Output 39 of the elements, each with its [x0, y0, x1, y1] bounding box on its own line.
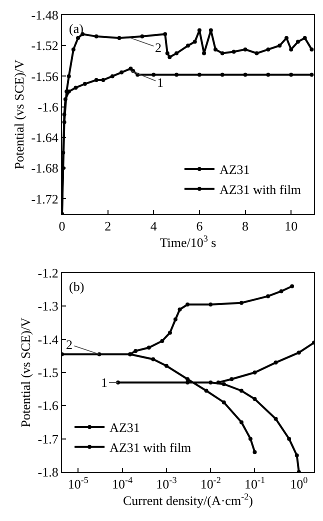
x-tick-label: 10$^{-2}$	[200, 475, 222, 492]
y-tick-label: -1.56	[31, 68, 59, 84]
annotation: 1	[101, 375, 108, 390]
y-tick-label: -1.64	[31, 130, 59, 146]
x-axis-title: Time/10$^{3}$ s	[160, 234, 216, 250]
x-tick-label: 10	[284, 218, 298, 234]
y-tick-label: -1.7	[38, 431, 59, 446]
legend-label: AZ31	[110, 420, 140, 436]
y-tick-label: -1.68	[31, 160, 58, 176]
y-tick-label: -1.2	[38, 266, 58, 281]
x-tick-label: 10$^{-3}$	[156, 475, 178, 492]
y-axis-title: Potential (vs SCE)/V	[11, 59, 26, 170]
y-axis-title: Potential (vs SCE)/V	[18, 317, 33, 428]
x-tick-label: 4	[150, 218, 158, 234]
y-tick-label: -1.52	[31, 38, 58, 54]
y-tick-label: -1.48	[31, 8, 58, 23]
y-tick-label: -1.6	[38, 398, 59, 414]
annotation: 1	[157, 75, 164, 90]
y-tick-label: -1.5	[38, 365, 58, 380]
x-tick-label: 10$^{-5}$	[68, 475, 89, 492]
x-tick-label: 10$^{-1}$	[244, 475, 266, 492]
x-tick-label: 8	[242, 218, 249, 234]
x-tick-label: 10$^{0}$	[290, 475, 308, 492]
y-tick-label: -1.3	[38, 298, 58, 314]
y-tick-label: -1.8	[38, 464, 58, 480]
x-tick-label: 6	[196, 218, 204, 234]
annotation: (b)	[69, 279, 84, 294]
legend-label: AZ31	[219, 162, 250, 178]
x-axis-title: Current density/(A·cm$^{-2}$)	[123, 492, 253, 508]
legend-label: AZ31 with film	[219, 182, 302, 197]
annotation: 2	[66, 337, 72, 352]
x-tick-label: 2	[104, 218, 112, 234]
x-tick-label: 0	[58, 218, 66, 234]
annotation: 2	[155, 40, 162, 55]
legend-label: AZ31 with film	[110, 440, 192, 455]
y-tick-label: -1.6	[38, 99, 59, 114]
y-tick-label: -1.72	[31, 191, 58, 206]
y-tick-label: -1.4	[38, 332, 59, 347]
x-tick-label: 10$^{-4}$	[112, 475, 134, 492]
